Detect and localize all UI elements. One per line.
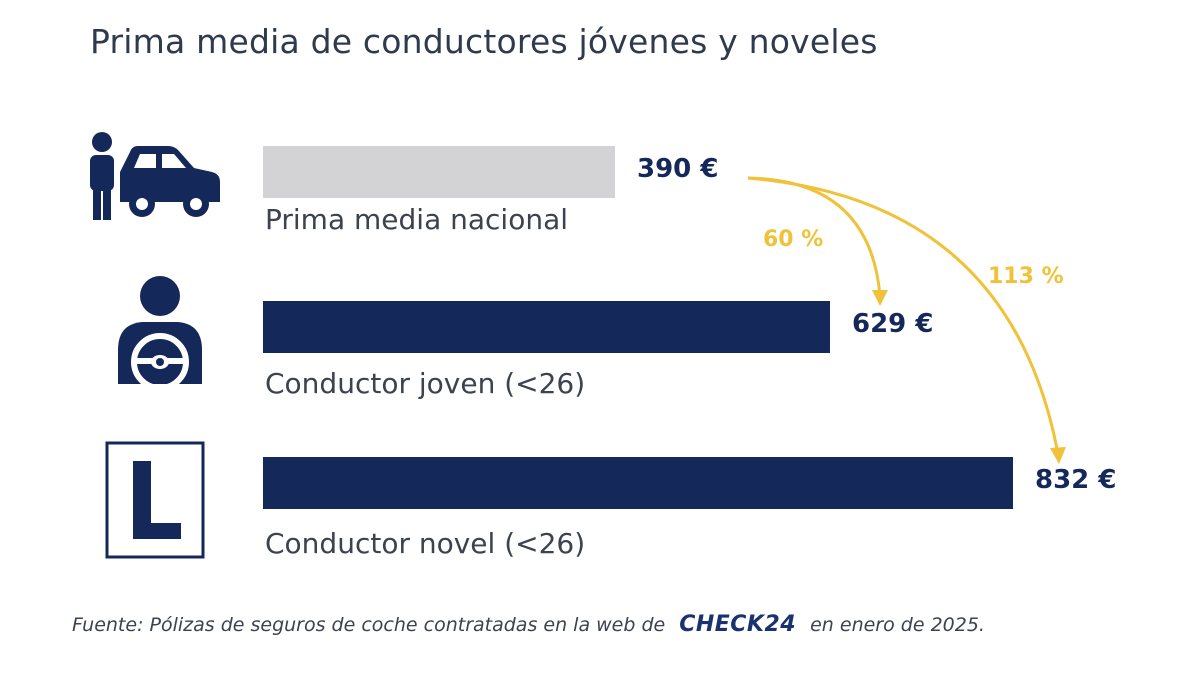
check24-logo: CHECK24 [679, 612, 797, 637]
driver-steering-wheel-icon [118, 276, 202, 391]
bar-conductor-novel [263, 457, 1013, 509]
arrowhead-60-percent [872, 290, 888, 306]
annotation-label-113-percent: 113 % [988, 264, 1064, 289]
chart-title: Prima media de conductores jóvenes y nov… [90, 22, 878, 61]
value-label-prima-media-nacional: 390 € [637, 154, 719, 184]
value-label-conductor-joven: 629 € [852, 309, 934, 339]
category-label-conductor-novel: Conductor novel (<26) [265, 527, 586, 560]
bar-conductor-joven [263, 301, 830, 353]
footer-text-before: Fuente: Pólizas de seguros de coche cont… [72, 613, 666, 636]
category-label-prima-media-nacional: Prima media nacional [265, 203, 569, 236]
footer-text-after: en enero de 2025. [810, 613, 985, 636]
bar-prima-media-nacional [263, 146, 615, 198]
learner-l-sign-icon [105, 441, 205, 559]
person-car-icon [90, 132, 220, 220]
annotation-label-60-percent: 60 % [763, 227, 824, 252]
category-label-conductor-joven: Conductor joven (<26) [265, 367, 586, 400]
source-footer: Fuente: Pólizas de seguros de coche cont… [72, 612, 985, 637]
arrowhead-113-percent [1050, 447, 1066, 464]
arrow-113-percent [747, 176, 1060, 455]
value-label-conductor-novel: 832 € [1035, 465, 1117, 495]
